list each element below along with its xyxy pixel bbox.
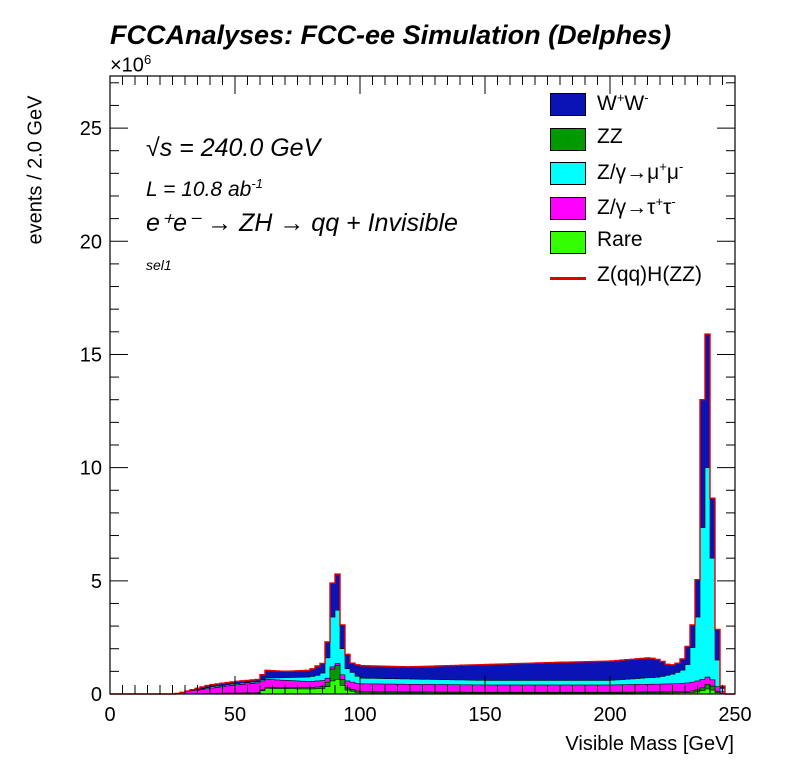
luminosity-annotation: L = 10.8 ab-1 [146,176,263,201]
legend-swatch [550,127,586,151]
legend-swatch [550,231,586,254]
legend-entry-ZZ: ZZ [548,125,738,160]
y-tick-label: 10 [80,458,102,480]
legend-label: Z/γ→μ+μ- [597,159,684,184]
chart-title: FCCAnalyses: FCC-ee Simulation (Delphes) [110,20,672,50]
layer-Zmumu [110,467,735,695]
legend-swatch [550,162,586,185]
x-tick-label: 50 [224,704,246,726]
layer-WW [110,333,735,695]
stack-layers [110,333,735,695]
legend-swatch [550,93,586,116]
process-annotation: e⁺e⁻ → ZH → qq + Invisible [146,209,458,237]
legend: W+W- ZZ Z/γ→μ+μ- Z/γ→τ+τ- Rare Z(qq)H(ZZ) [548,90,738,297]
legend-entry-WW: W+W- [548,90,738,125]
sqrt-s-annotation: √s = 240.0 GeV [146,134,321,162]
layer-Ztautau [110,663,735,695]
y-tick-label: 25 [80,118,102,140]
selection-annotation: sel1 [146,257,172,273]
axis-ticks [109,76,736,695]
legend-label: ZZ [597,124,623,148]
legend-label: Z(qq)H(ZZ) [597,262,702,286]
y-tick-label: 5 [91,571,102,593]
x-tick-label: 250 [718,704,751,726]
legend-label: Rare [597,228,643,251]
legend-label: Z/γ→τ+τ- [597,193,676,219]
y-tick-label: 0 [91,684,102,706]
x-tick-label: 150 [468,704,501,726]
legend-line [550,276,586,280]
x-tick-label: 100 [343,704,376,726]
legend-entry-Ztautau: Z/γ→τ+τ- [548,194,738,229]
x-axis-label: Visible Mass [GeV] [565,733,734,755]
y-tick-label: 20 [80,231,102,253]
signal-line [110,333,735,695]
layer-Rare [110,678,735,695]
y-tick-label: 15 [80,344,102,366]
legend-label: W+W- [597,90,649,115]
x-tick-label: 0 [104,704,115,726]
legend-entry-Zmumu: Z/γ→μ+μ- [548,159,738,194]
x-tick-label: 200 [593,704,626,726]
legend-entry-Rare: Rare [548,228,738,263]
axis-tick-labels: 0 50 100 150 200 250 0 5 10 15 20 25 [80,118,752,726]
legend-entry-signal: Z(qq)H(ZZ) [548,263,738,298]
legend-swatch [550,196,586,220]
y-multiplier: ×106 [110,52,152,77]
